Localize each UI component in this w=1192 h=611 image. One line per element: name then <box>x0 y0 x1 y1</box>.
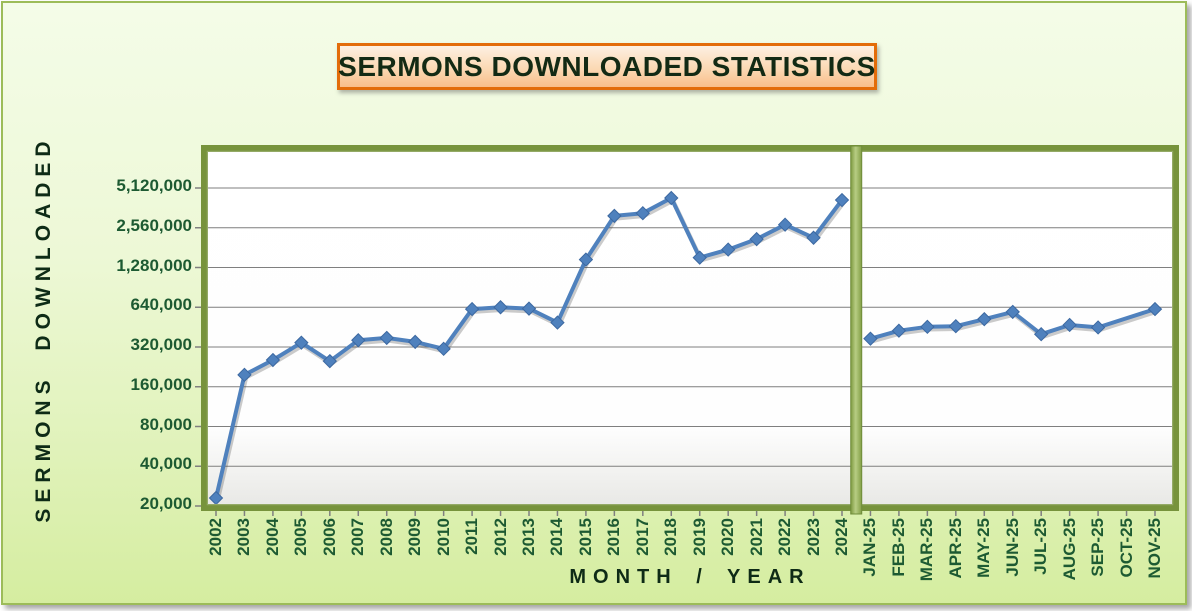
y-tick-label: 20,000 <box>140 494 192 513</box>
data-point-marker <box>265 352 281 368</box>
data-point-marker <box>493 300 508 315</box>
x-tick-label: 2008 <box>376 518 396 556</box>
x-tick-label: AUG-25 <box>1059 518 1079 581</box>
data-point-marker <box>407 334 423 350</box>
data-point-marker <box>521 301 537 316</box>
y-tick-label: 2,560,000 <box>116 215 192 235</box>
y-tick-label: 80,000 <box>140 414 192 434</box>
y-tick-label: 640,000 <box>130 295 192 315</box>
data-point-marker <box>920 319 935 335</box>
chart-title: SERMONS DOWNLOADED STATISTICS <box>338 50 876 82</box>
data-point-marker <box>294 335 309 350</box>
data-point-marker <box>436 341 451 357</box>
data-point-marker <box>237 367 252 383</box>
x-tick-label: JUL-25 <box>1031 518 1051 575</box>
series-line-shadow <box>869 309 1159 344</box>
data-point-marker <box>806 230 821 245</box>
x-tick-label: 2006 <box>319 518 339 556</box>
data-point-marker <box>1062 317 1077 333</box>
x-tick-label: 2002 <box>206 518 225 556</box>
plot-area <box>208 152 1172 504</box>
data-point-marker <box>578 252 594 267</box>
series-line <box>868 307 1157 341</box>
x-tick-label: FEB-25 <box>888 518 908 577</box>
data-point-marker <box>1033 326 1049 342</box>
data-point-marker <box>863 331 878 346</box>
chart-title-box: SERMONS DOWNLOADED STATISTICS <box>337 43 877 90</box>
data-point-marker <box>720 242 736 257</box>
y-tick-label: 320,000 <box>130 335 192 354</box>
data-point-marker <box>322 353 338 369</box>
x-tick-label: 2005 <box>291 518 311 556</box>
data-point-marker <box>948 318 964 334</box>
y-tick-label: 160,000 <box>130 374 192 394</box>
data-point-marker <box>464 301 480 317</box>
period-divider <box>850 145 863 515</box>
data-point-marker <box>834 192 850 208</box>
x-tick-label: 2009 <box>405 518 425 556</box>
x-axis-title: MONTH / YEAR <box>569 566 811 588</box>
x-tick-label: MAY-25 <box>974 518 994 578</box>
data-point-marker <box>692 250 707 265</box>
data-point-marker <box>379 330 394 346</box>
data-point-marker <box>891 323 907 338</box>
x-tick-label: 2007 <box>348 518 368 556</box>
x-tick-label: NOV-25 <box>1145 518 1164 579</box>
data-point-marker <box>777 217 793 232</box>
x-tick-label: 2004 <box>262 518 282 556</box>
x-tick-label: 2011 <box>462 518 482 555</box>
x-tick-label: SEP-25 <box>1088 518 1108 577</box>
plot-border <box>201 145 1179 511</box>
x-tick-label: JUN-25 <box>1002 518 1022 577</box>
y-tick-label: 40,000 <box>140 454 192 474</box>
data-point-marker <box>1090 320 1106 335</box>
data-point-marker <box>635 205 651 221</box>
x-tick-label: OCT-25 <box>1116 518 1136 578</box>
data-point-marker <box>664 190 679 206</box>
data-point-marker <box>550 315 565 330</box>
x-tick-label: MAR-25 <box>917 518 937 582</box>
y-tick-label: 5,120,000 <box>116 176 192 195</box>
x-tick-label: 2010 <box>433 518 453 556</box>
x-tick-label: 2003 <box>234 518 254 556</box>
data-point-marker <box>977 311 992 327</box>
data-point-marker <box>1005 304 1020 320</box>
plot-border-highlight <box>206 150 1174 506</box>
x-tick-label: APR-25 <box>945 518 965 579</box>
data-point-marker <box>749 231 764 247</box>
data-point-marker <box>607 208 622 224</box>
data-point-marker <box>351 333 366 348</box>
data-point-marker <box>1147 301 1163 317</box>
y-tick-label: 1,280,000 <box>116 255 192 275</box>
